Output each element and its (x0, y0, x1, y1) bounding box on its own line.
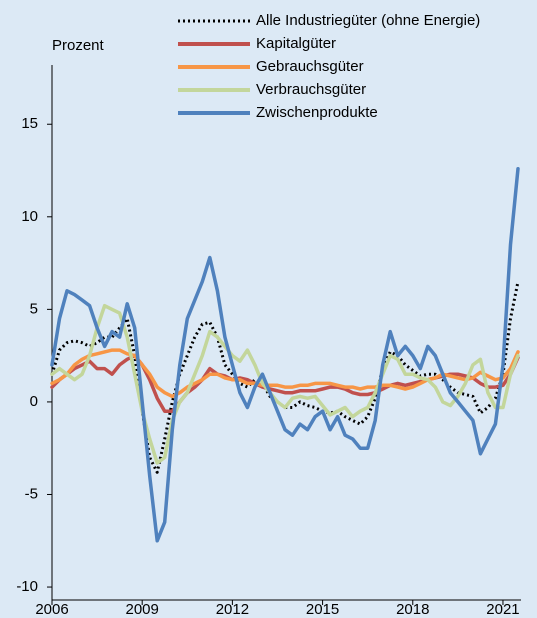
y-tick-label: -5 (25, 485, 38, 502)
legend-label: Verbrauchsgüter (256, 81, 366, 98)
y-tick-label: 10 (21, 208, 38, 225)
legend-label: Zwischenprodukte (256, 104, 378, 121)
y-tick-label: 0 (30, 393, 38, 410)
x-tick-label: 2021 (486, 601, 519, 618)
legend-label: Gebrauchsgüter (256, 58, 364, 75)
series-line (50, 281, 520, 474)
x-tick-label: 2015 (306, 601, 339, 618)
x-tick-label: 2012 (216, 601, 249, 618)
series-line (50, 303, 520, 465)
x-tick-label: 2006 (35, 601, 68, 618)
series-line (50, 166, 520, 543)
x-tick-label: 2009 (126, 601, 159, 618)
y-axis-label: Prozent (52, 37, 105, 54)
y-tick-label: 15 (21, 115, 38, 132)
x-tick-label: 2018 (396, 601, 429, 618)
legend-label: Kapitalgüter (256, 35, 336, 52)
y-tick-label: 5 (30, 300, 38, 317)
legend-label: Alle Industriegüter (ohne Energie) (256, 12, 480, 29)
y-tick-label: -10 (16, 578, 38, 595)
